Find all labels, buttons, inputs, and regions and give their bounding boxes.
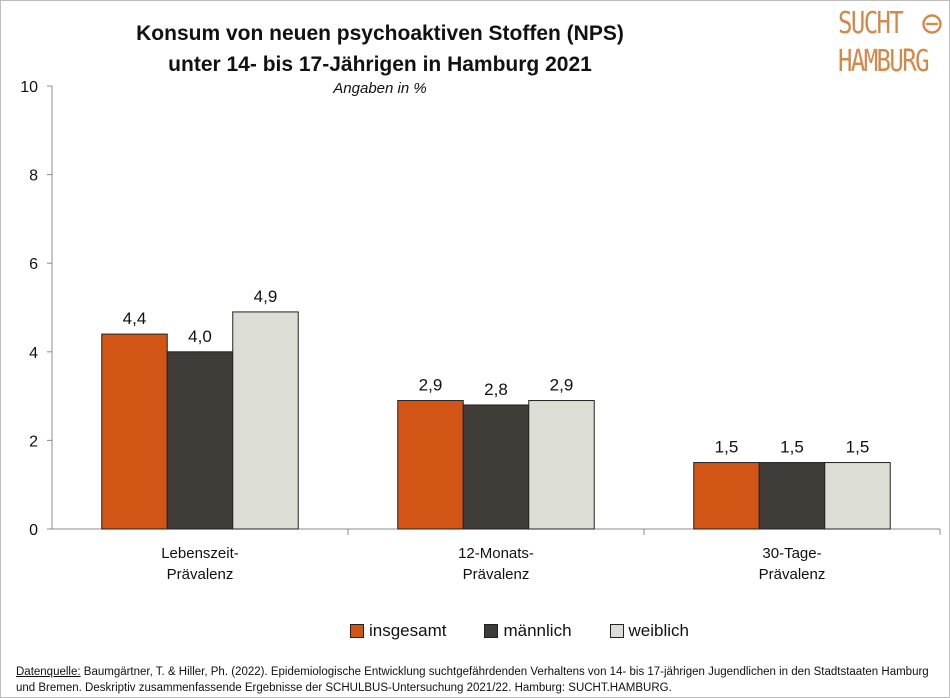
bar-weiblich [528, 400, 595, 530]
sucht-hamburg-logo: SUCHT HAMBURG [838, 6, 946, 84]
bar-insgesamt [101, 333, 168, 530]
bar-männlich [166, 351, 234, 530]
x-category-label: 12-Monats- [458, 545, 534, 562]
title-line-2: unter 14- bis 17-Jährigen in Hamburg 202… [168, 53, 592, 76]
legend-item-maennlich: männlich [484, 621, 572, 641]
data-source-note: Datenquelle: Baumgärtner, T. & Hiller, P… [16, 664, 936, 696]
x-category-label: Prävalenz [463, 566, 530, 583]
logo-line-1: SUCHT [838, 6, 904, 41]
data-label: 4,0 [188, 327, 212, 346]
data-label: 1,5 [715, 438, 739, 457]
y-tick-label: 10 [20, 79, 38, 96]
data-label: 4,4 [123, 309, 147, 328]
legend-swatch-insgesamt [350, 624, 364, 638]
y-tick-label: 6 [29, 256, 38, 273]
legend-swatch-weiblich [609, 624, 624, 638]
x-category-label: Prävalenz [167, 566, 234, 583]
title-line-1: Konsum von neuen psychoaktiven Stoffen (… [136, 22, 624, 45]
data-label: 4,9 [254, 287, 278, 306]
legend-label-insgesamt: insgesamt [369, 621, 447, 640]
x-category-label: Prävalenz [759, 566, 826, 583]
legend-item-insgesamt: insgesamt [350, 621, 446, 641]
chart-title: Konsum von neuen psychoaktiven Stoffen (… [50, 18, 710, 80]
source-text: Baumgärtner, T. & Hiller, Ph. (2022). Ep… [16, 666, 929, 694]
data-label: 2,9 [419, 376, 443, 395]
chart-subtitle: Angaben in % [333, 80, 427, 97]
logo-line-2: HAMBURG [838, 44, 930, 79]
legend-item-weiblich: weiblich [609, 621, 690, 641]
data-label: 1,5 [846, 438, 870, 457]
source-label: Datenquelle: [16, 666, 81, 678]
legend: insgesamt männlich weiblich [350, 620, 727, 642]
legend-label-maennlich: männlich [503, 621, 572, 640]
data-label: 2,9 [550, 376, 574, 395]
y-tick-label: 2 [29, 433, 38, 450]
y-tick-label: 8 [29, 168, 38, 185]
data-label: 2,8 [484, 380, 508, 399]
y-tick-label: 4 [29, 345, 38, 362]
legend-label-weiblich: weiblich [628, 621, 690, 640]
x-category-label: Lebenszeit- [161, 545, 239, 562]
bar-insgesamt [397, 400, 464, 530]
bar-männlich [462, 404, 530, 530]
bar-männlich [758, 462, 826, 530]
y-tick-label: 0 [29, 522, 38, 539]
bar-weiblich [232, 311, 299, 530]
logo-circle-icon [922, 14, 942, 34]
data-label: 1,5 [780, 438, 804, 457]
bar-weiblich [824, 462, 891, 530]
legend-swatch-maennlich [484, 624, 499, 638]
bar-insgesamt [693, 462, 760, 530]
x-category-label: 30-Tage- [762, 545, 821, 562]
